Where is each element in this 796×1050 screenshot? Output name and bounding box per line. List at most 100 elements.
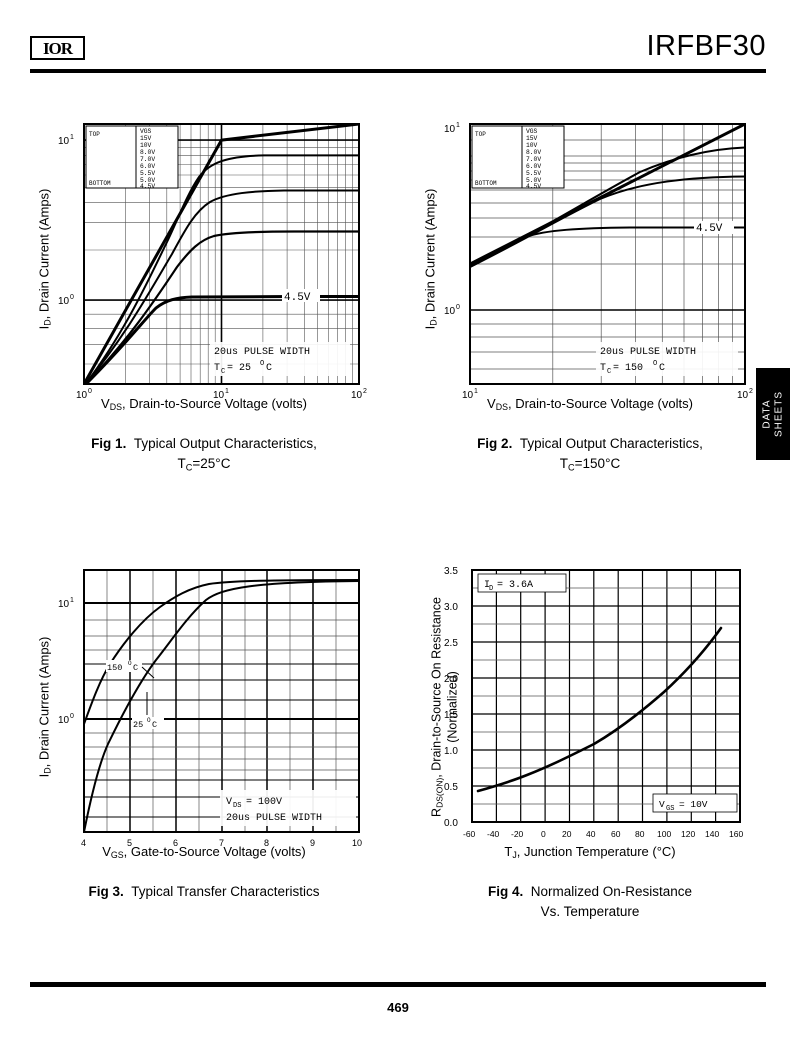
svg-text:0: 0 — [70, 713, 74, 720]
svg-text:10: 10 — [58, 599, 70, 610]
part-number-title: IRFBF30 — [646, 30, 766, 62]
logo-text: IOR — [42, 38, 73, 58]
figure-4-plot: RDS(ON), Drain-to-Source On Resistance (N… — [400, 552, 780, 862]
svg-text:5.5V: 5.5V — [526, 170, 541, 177]
svg-text:= 3.6A: = 3.6A — [497, 580, 533, 591]
figure-2-x-axis-label: VDS, Drain-to-Source Voltage (volts) — [487, 396, 693, 413]
page-number: 469 — [387, 1000, 409, 1015]
svg-text:1: 1 — [70, 597, 74, 604]
svg-text:10: 10 — [462, 390, 474, 401]
svg-text:10: 10 — [351, 390, 363, 401]
svg-text:C: C — [266, 363, 272, 374]
svg-text:10: 10 — [58, 715, 70, 726]
svg-text:5: 5 — [127, 838, 132, 848]
svg-text:C: C — [133, 663, 138, 673]
svg-text:5.0V: 5.0V — [140, 177, 155, 184]
figure-2-caption-number: Fig 2. — [477, 436, 513, 451]
svg-text:2: 2 — [363, 388, 367, 395]
figure-1-y-axis-label: ID, Drain Current (Amps) — [36, 188, 53, 330]
svg-text:D: D — [489, 585, 493, 593]
svg-text:-60: -60 — [463, 829, 476, 839]
svg-text:40: 40 — [586, 829, 596, 839]
figure-4-chart: I D = 3.6A V GS = 10V 3.5 3.0 2.5 2.0 1.… — [444, 566, 743, 839]
svg-text:6: 6 — [173, 838, 178, 848]
figure-1-legend: TOP BOTTOM VGS 15V 10V 8.0V 7.0V 6.0V 5.… — [85, 125, 179, 190]
svg-text:-20: -20 — [511, 829, 524, 839]
svg-text:0: 0 — [88, 388, 92, 395]
svg-text:20: 20 — [562, 829, 572, 839]
figure-2-note-pulse-width: 20us PULSE WIDTH — [600, 347, 696, 358]
figure-1-chart: 4.5V TOP BOTTOM VGS 15V 10V 8.0V 7.0V — [58, 123, 367, 401]
footer-divider — [30, 982, 766, 987]
figure-2-caption-line2: TC=150°C — [559, 456, 621, 473]
svg-text:TOP: TOP — [475, 131, 486, 138]
figure-4: RDS(ON), Drain-to-Source On Resistance (N… — [400, 552, 780, 919]
figure-1-caption-line1: Typical Output Characteristics, — [133, 436, 317, 451]
svg-text:DS: DS — [233, 802, 241, 810]
svg-text:10V: 10V — [140, 142, 152, 149]
svg-text:5.5V: 5.5V — [140, 170, 155, 177]
svg-text:= 10V: = 10V — [679, 799, 708, 810]
svg-text:= 25: = 25 — [227, 363, 251, 374]
svg-text:10: 10 — [444, 124, 456, 135]
figure-2-y-axis-label: ID, Drain Current (Amps) — [422, 188, 439, 330]
figure-4-caption-line1: Normalized On-Resistance — [530, 884, 693, 899]
svg-text:4.5V: 4.5V — [140, 183, 155, 190]
svg-text:10: 10 — [213, 390, 225, 401]
svg-text:2.5: 2.5 — [444, 638, 458, 649]
header-divider — [30, 69, 766, 73]
svg-text:10: 10 — [352, 838, 362, 848]
figure-3-note-pulse-width: 20us PULSE WIDTH — [226, 813, 322, 824]
svg-text:O: O — [653, 360, 657, 368]
svg-text:-40: -40 — [487, 829, 500, 839]
figure-2-caption-line1: Typical Output Characteristics, — [519, 436, 703, 451]
figure-1-caption: Fig 1. Typical Output Characteristics, T… — [14, 434, 394, 475]
svg-text:TOP: TOP — [89, 131, 100, 138]
svg-text:1: 1 — [70, 134, 74, 141]
figure-1-plot: ID, Drain Current (Amps) — [14, 104, 394, 414]
svg-text:O: O — [147, 717, 151, 724]
svg-text:4.5V: 4.5V — [526, 183, 541, 190]
figure-1-x-axis-label: VDS, Drain-to-Source Voltage (volts) — [101, 396, 307, 413]
figure-row-1: ID, Drain Current (Amps) — [0, 104, 796, 534]
svg-text:0.5: 0.5 — [444, 782, 458, 793]
figure-2-note-tc: T — [600, 363, 606, 374]
figure-3-caption-line1: Typical Transfer Characteristics — [131, 884, 320, 899]
svg-text:O: O — [128, 660, 132, 667]
figure-4-note-id: I — [484, 580, 490, 591]
figure-1-caption-line2: TC=25°C — [177, 456, 231, 473]
svg-text:0.0: 0.0 — [444, 818, 458, 829]
figure-3-curve-label-150c: 150 — [107, 663, 122, 673]
svg-text:10: 10 — [737, 390, 749, 401]
svg-text:O: O — [260, 360, 264, 368]
figure-4-y-axis-label: RDS(ON), Drain-to-Source On Resistance (N… — [429, 597, 460, 817]
svg-text:VGS: VGS — [526, 128, 538, 135]
svg-text:2: 2 — [749, 388, 753, 395]
figure-3-note-vds: V — [226, 797, 232, 808]
international-rectifier-logo: IOR — [30, 36, 85, 60]
svg-text:10: 10 — [76, 390, 88, 401]
svg-text:1: 1 — [474, 388, 478, 395]
svg-text:C: C — [607, 368, 611, 376]
figure-4-caption-number: Fig 4. — [487, 884, 524, 899]
figure-1: ID, Drain Current (Amps) — [14, 104, 394, 473]
svg-text:0: 0 — [541, 829, 546, 839]
svg-text:10: 10 — [58, 136, 70, 147]
svg-text:VGS: VGS — [140, 128, 152, 135]
svg-text:80: 80 — [635, 829, 645, 839]
svg-text:9: 9 — [310, 838, 315, 848]
figure-2: ID, Drain Current (Amps) — [400, 104, 780, 473]
figure-2-legend: TOP BOTTOM VGS 15V 10V 8.0V 7.0V 6.0V 5.… — [471, 125, 565, 190]
svg-text:7.0V: 7.0V — [526, 156, 541, 163]
svg-text:C: C — [152, 720, 157, 730]
figure-4-caption-line2: Vs. Temperature — [540, 904, 640, 920]
figure-2-caption: Fig 2. Typical Output Characteristics, T… — [400, 434, 780, 475]
figure-3-caption: Fig 3. Typical Transfer Characteristics — [14, 882, 394, 902]
svg-text:= 100V: = 100V — [246, 797, 282, 808]
figure-1-caption-number: Fig 1. — [91, 436, 127, 451]
svg-text:160: 160 — [729, 829, 743, 839]
svg-text:7: 7 — [219, 838, 224, 848]
svg-text:2.0: 2.0 — [444, 674, 458, 685]
svg-text:3.5: 3.5 — [444, 566, 458, 577]
side-tab-data-sheets: DATA SHEETS — [756, 368, 790, 460]
